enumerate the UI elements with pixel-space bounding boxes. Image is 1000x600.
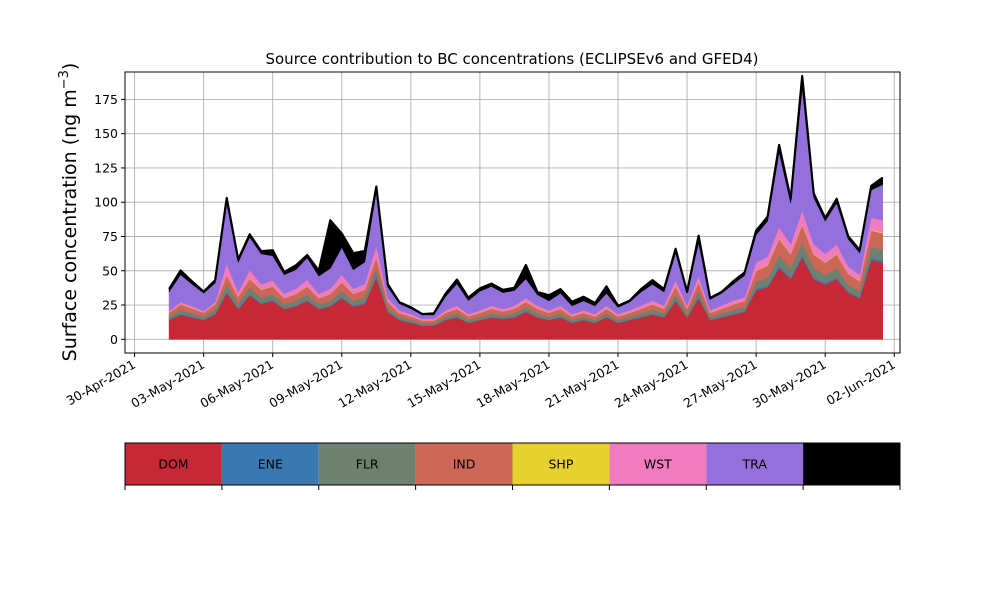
legend-label-tra: TRA	[742, 457, 768, 472]
y-axis-label: Surface concentration (ng m−3)	[57, 63, 81, 362]
y-tick-label: 50	[102, 263, 118, 278]
y-tick-label: 25	[102, 298, 118, 313]
legend-label-bb: BB	[843, 457, 860, 472]
y-axis-label-exponent: −3	[57, 70, 72, 89]
y-tick-label: 175	[94, 92, 118, 107]
legend-label-ind: IND	[453, 457, 476, 472]
total-outline	[168, 74, 884, 316]
legend-label-wst: WST	[644, 457, 672, 472]
chart-title: Source contribution to BC concentrations…	[265, 50, 758, 68]
legend-swatch-tra	[706, 443, 804, 485]
legend-swatch-wst	[609, 443, 707, 485]
y-tick-label: 0	[110, 332, 118, 347]
legend-swatch-shp	[512, 443, 610, 485]
legend-label-ene: ENE	[258, 457, 283, 472]
legend-swatch-bb	[803, 443, 900, 485]
y-axis-label-text: Surface concentration (ng m	[59, 89, 81, 361]
legend-label-flr: FLR	[356, 457, 379, 472]
y-tick-label: 150	[94, 126, 118, 141]
legend-swatch-dom	[125, 443, 222, 485]
legend-label-shp: SHP	[549, 457, 574, 472]
total-line	[168, 74, 884, 316]
y-tick-label: 75	[102, 229, 118, 244]
y-tick-label: 125	[94, 160, 118, 175]
y-tick-label: 100	[94, 195, 118, 210]
legend-swatch-ene	[221, 443, 319, 485]
legend: DOM ENE FLR IND SHP WST TRA BB	[124, 442, 901, 490]
y-axis: 0 25 50 75 100 125 150 175	[94, 92, 125, 347]
legend-swatch-ind	[415, 443, 513, 485]
legend-label-dom: DOM	[158, 457, 188, 472]
stacked-areas	[168, 75, 883, 340]
legend-swatch-flr	[318, 443, 416, 485]
plot-frame	[124, 71, 901, 354]
y-axis-label-close: )	[59, 63, 81, 70]
